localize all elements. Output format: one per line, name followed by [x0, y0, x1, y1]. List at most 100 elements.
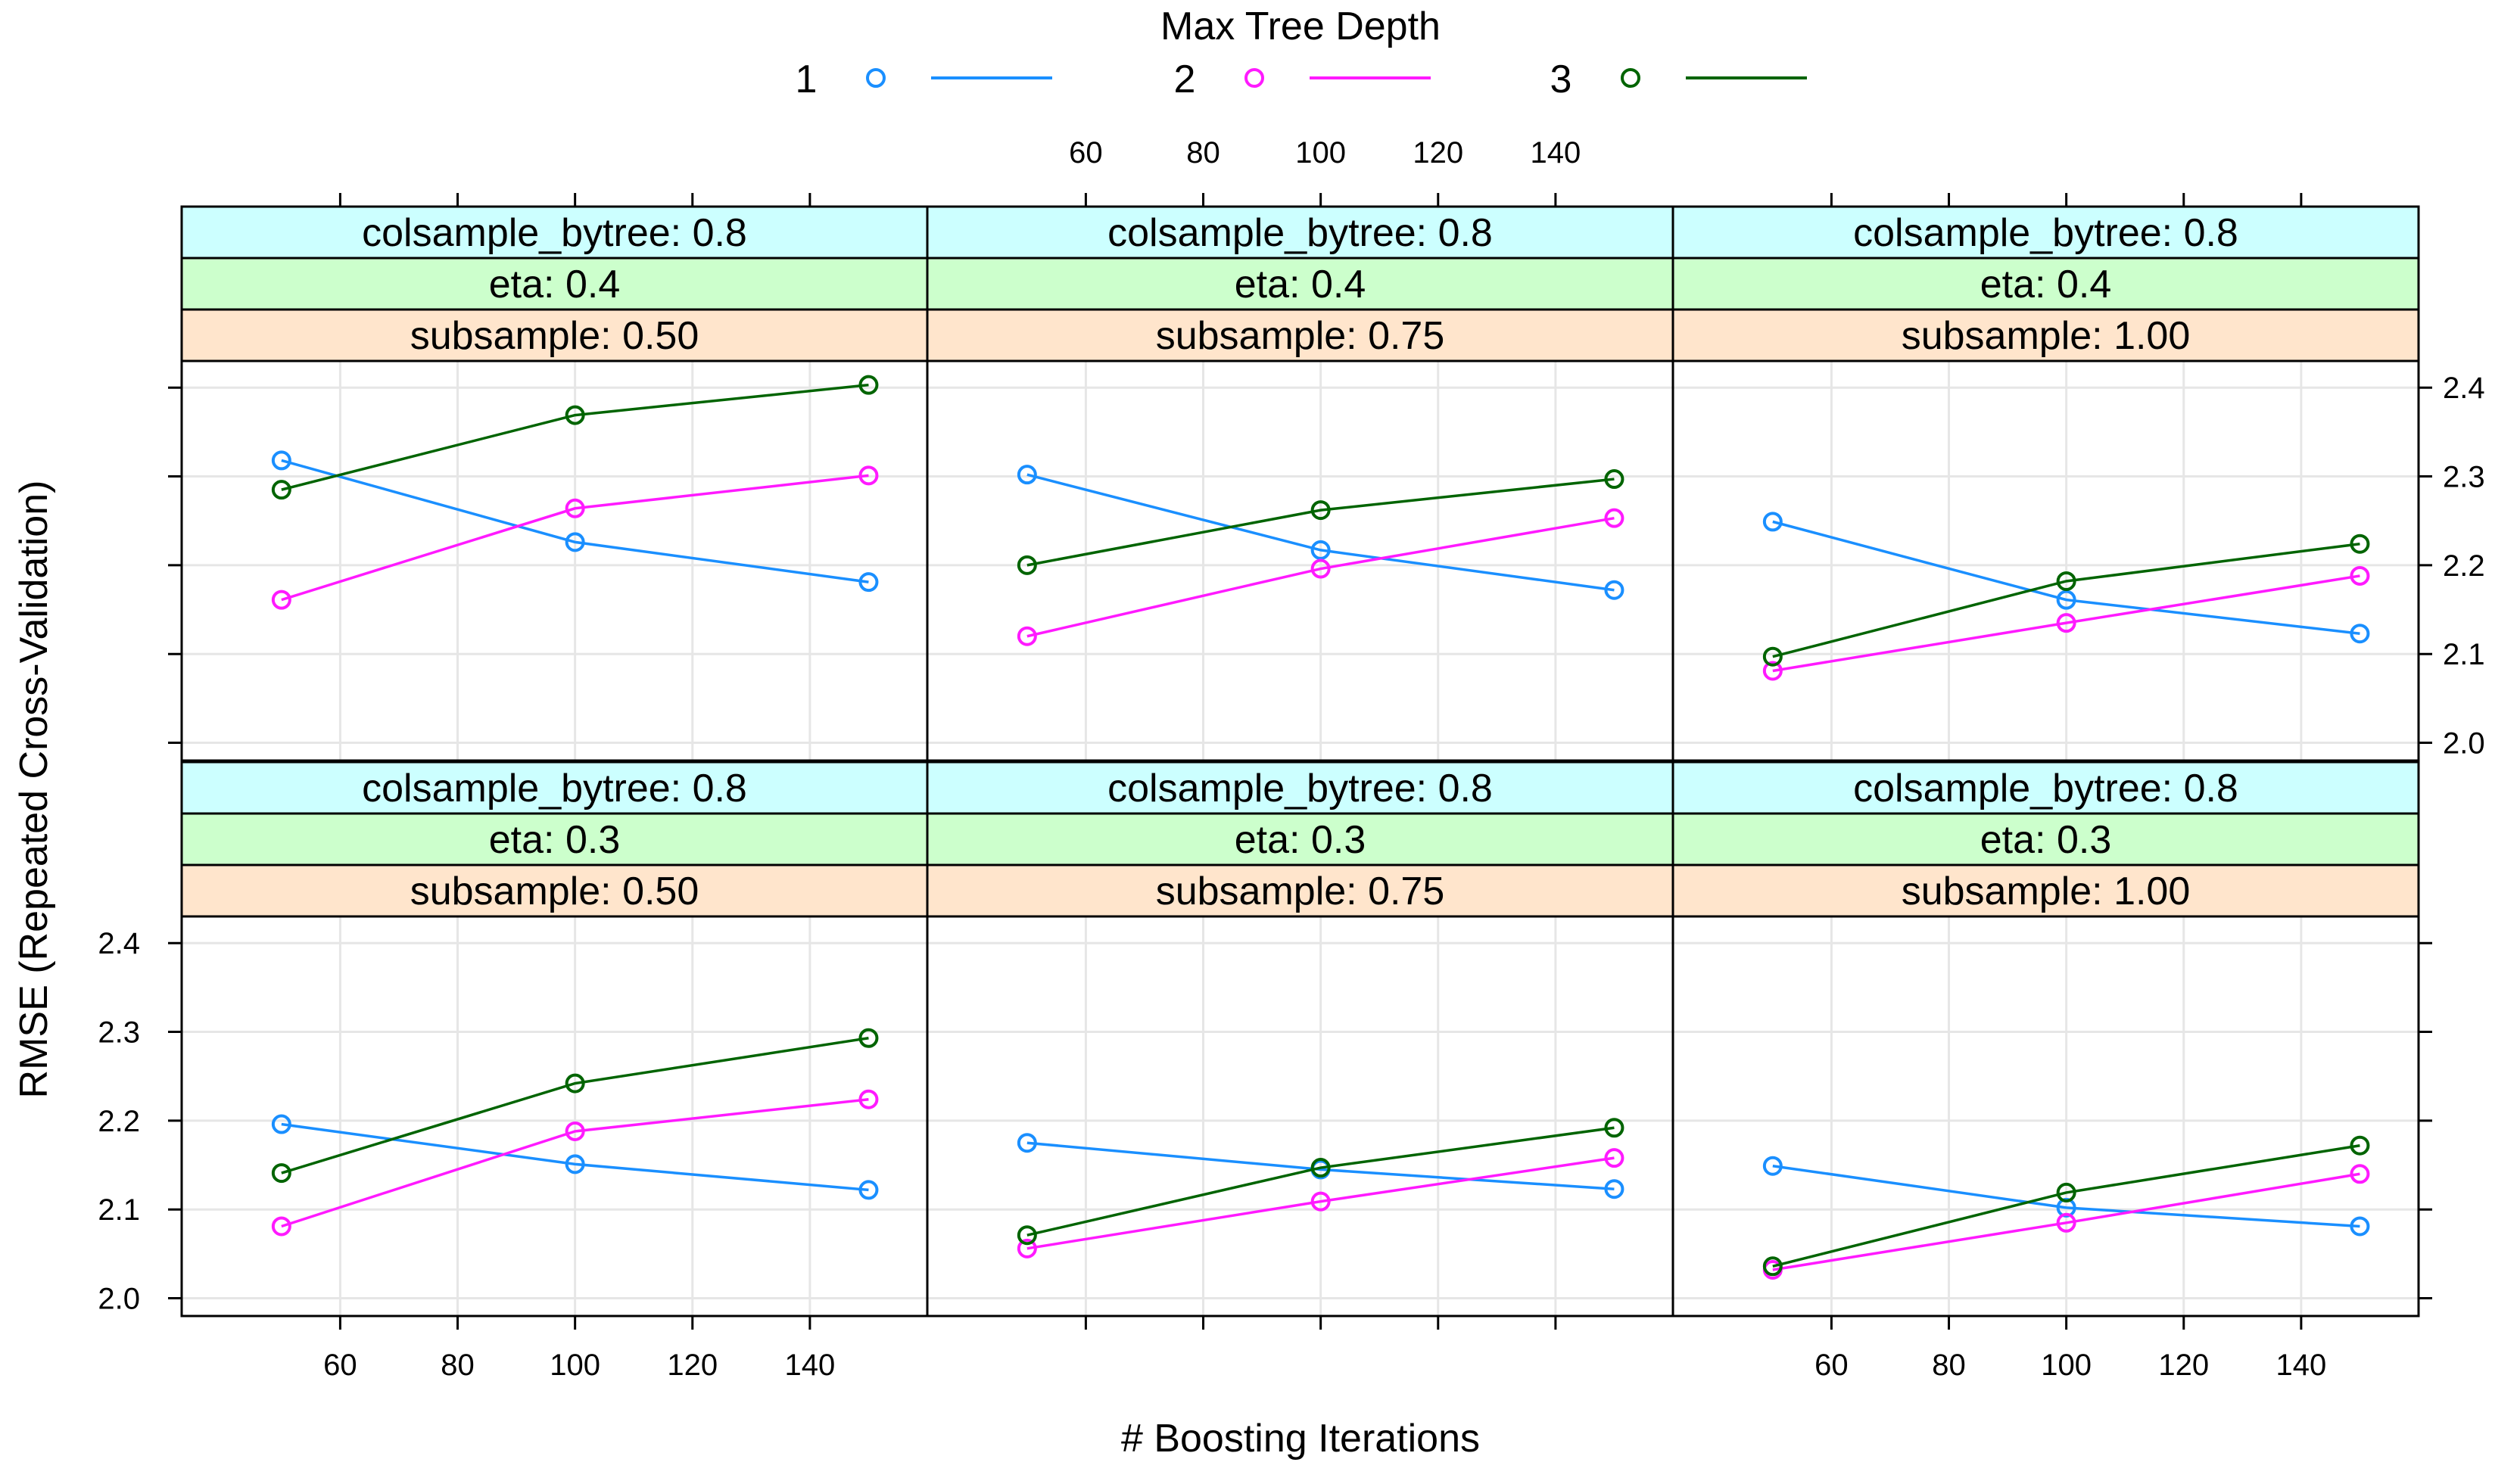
data-point	[271, 450, 291, 471]
x-tick-label-bottom: 100	[2041, 1349, 2092, 1382]
series-line-1	[1772, 520, 2360, 635]
data-point	[271, 480, 291, 500]
series-line-1	[1026, 473, 1615, 592]
data-point	[565, 1154, 585, 1174]
series-line-2	[1772, 1172, 2360, 1271]
strip-3	[1671, 863, 2420, 918]
data-point	[565, 532, 585, 552]
data-point	[2056, 1182, 2076, 1202]
series-3	[1762, 534, 2370, 667]
data-point	[1310, 540, 1331, 560]
x-tick-label-top: 120	[1413, 136, 1463, 170]
series-3	[1017, 469, 1624, 575]
series-line-1	[1772, 1164, 2360, 1228]
y-tick-label-left: 2.1	[98, 1193, 140, 1227]
strip-3	[926, 308, 1674, 362]
panel-6: colsample_bytree: 0.8 eta: 0.3 subsample: …	[1671, 761, 2432, 1382]
panel-grid	[1673, 361, 2419, 761]
data-point	[1017, 465, 1037, 485]
legend-marker-3	[1621, 68, 1640, 88]
panel-3: colsample_bytree: 0.8 eta: 0.4 subsample: …	[1671, 193, 2485, 762]
data-point	[2056, 590, 2076, 610]
series-1	[271, 450, 879, 593]
strip-label: subsample: 1.00	[1902, 314, 2191, 358]
strip-label: eta: 0.3	[1235, 818, 1366, 862]
data-point	[1017, 1238, 1037, 1258]
y-tick-label-left: 2.2	[98, 1105, 140, 1138]
series-line-2	[1772, 574, 2360, 673]
series-2	[271, 1089, 879, 1237]
data-point	[1310, 1191, 1331, 1212]
data-point	[1310, 500, 1331, 521]
legend-entry-2: 2	[1174, 58, 1431, 101]
x-tick-label-bottom: 60	[1814, 1349, 1849, 1382]
strip-2	[926, 812, 1674, 866]
panel-frame	[1671, 359, 2420, 762]
data-point	[1604, 580, 1624, 600]
x-tick-label-bottom: 100	[550, 1349, 600, 1382]
panel-frame	[1671, 915, 2420, 1318]
strip-label: colsample_bytree: 0.8	[1107, 211, 1493, 255]
panel-grid	[927, 916, 1673, 1316]
series-2	[271, 465, 879, 610]
data-point	[2350, 1164, 2370, 1184]
strip-2	[180, 812, 929, 866]
series-line-3	[1026, 478, 1615, 567]
data-point	[271, 1163, 291, 1184]
y-tick-label-right: 2.2	[2443, 549, 2485, 583]
data-point	[2350, 1216, 2370, 1237]
data-point	[1017, 555, 1037, 575]
series-line-3	[281, 383, 869, 491]
legend-label: 1	[796, 58, 818, 101]
strip-label: subsample: 0.75	[1156, 314, 1445, 358]
data-point	[2056, 1212, 2076, 1233]
series-line-2	[281, 1097, 869, 1228]
data-point	[271, 1216, 291, 1237]
x-tick-label-top: 100	[1295, 136, 1346, 170]
data-point	[2350, 624, 2370, 644]
panel-grid	[182, 361, 927, 761]
legend-title: Max Tree Depth	[1160, 5, 1441, 48]
series-line-3	[1772, 1143, 2360, 1268]
series-line-2	[1026, 1156, 1615, 1250]
panel-grid	[927, 361, 1673, 761]
strip-label: eta: 0.3	[1980, 818, 2111, 862]
data-point	[565, 1073, 585, 1094]
data-point	[565, 498, 585, 518]
series-3	[271, 1028, 879, 1184]
strip-1	[180, 761, 929, 815]
data-point	[1762, 1256, 1783, 1277]
legend-entry-3: 3	[1550, 58, 1807, 101]
x-tick-label-top: 140	[1531, 136, 1581, 170]
panel-grid	[182, 916, 927, 1316]
panel-4: colsample_bytree: 0.8 eta: 0.3 subsample: …	[98, 761, 929, 1382]
panel-frame	[926, 359, 1674, 762]
x-tick-label-bottom: 120	[2158, 1349, 2209, 1382]
data-point	[565, 1121, 585, 1141]
data-point	[858, 375, 879, 395]
data-point	[1310, 558, 1331, 579]
strip-label: colsample_bytree: 0.8	[1107, 767, 1493, 810]
strip-2	[1671, 257, 2420, 311]
x-axis-title: # Boosting Iterations	[1121, 1417, 1480, 1461]
series-line-3	[1026, 1126, 1615, 1237]
strip-label: subsample: 0.50	[410, 870, 699, 913]
strip-3	[180, 863, 929, 918]
panel-1: colsample_bytree: 0.8 eta: 0.4 subsample: …	[168, 193, 929, 762]
y-tick-label-left: 2.4	[98, 927, 140, 960]
data-point	[1604, 1179, 1624, 1199]
legend-label: 3	[1550, 58, 1572, 101]
data-point	[2350, 534, 2370, 554]
series-1	[1762, 1156, 2370, 1237]
data-point	[858, 465, 879, 486]
data-point	[1604, 1148, 1624, 1168]
strip-label: eta: 0.4	[1235, 263, 1366, 306]
data-point	[1604, 1118, 1624, 1138]
panel-2: colsample_bytree: 0.8 eta: 0.4 subsample: …	[926, 136, 1674, 762]
legend: Max Tree Depth 1 2 3	[796, 5, 1807, 101]
data-point	[1017, 626, 1037, 646]
strip-label: eta: 0.3	[489, 818, 620, 862]
panel-frame	[180, 915, 929, 1318]
data-point	[2056, 571, 2076, 591]
